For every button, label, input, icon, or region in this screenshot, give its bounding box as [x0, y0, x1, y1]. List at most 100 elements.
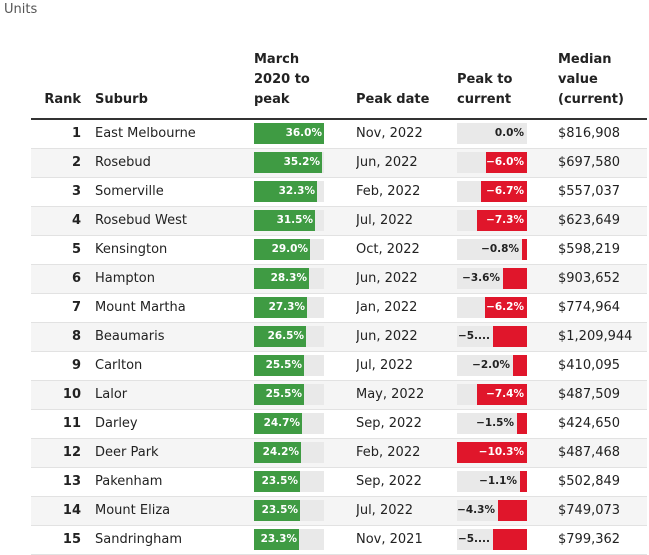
table-row: 5 Kensington 29.0% Oct, 2022 −0.8% $598,219 [31, 235, 647, 264]
peak-date-cell: Oct, 2022 [356, 242, 420, 257]
median-cell: $410,095 [558, 358, 621, 373]
change-bar [481, 181, 527, 202]
peak-date-cell: Jun, 2022 [356, 271, 418, 286]
change-bar-track: −7.4% [457, 384, 527, 405]
peak-date-cell: Sep, 2022 [356, 474, 422, 489]
rise-bar-label: 29.0% [271, 243, 308, 255]
header-median: Median value (current) [558, 50, 647, 119]
rise-bar-label: 24.2% [262, 446, 299, 458]
change-cell: −4.3% [457, 496, 558, 525]
header-change-label: Peak to current [457, 72, 513, 107]
rise-bar [254, 326, 306, 347]
change-bar-label: −5.... [457, 330, 490, 342]
rise-bar [254, 384, 304, 405]
rise-bar-track: 25.5% [254, 384, 324, 405]
rise-cell: 31.5% [254, 206, 356, 235]
rise-bar [254, 210, 315, 231]
rise-bar-label: 24.7% [263, 417, 300, 429]
change-bar-track: −2.0% [457, 355, 527, 376]
rise-bar [254, 297, 307, 318]
median-cell: $557,037 [558, 184, 621, 199]
peak-date-cell: Sep, 2022 [356, 416, 422, 431]
change-bar-track: −5.... [457, 529, 527, 550]
rise-bar [254, 268, 309, 289]
rise-cell: 23.5% [254, 467, 356, 496]
median-cell: $816,908 [558, 126, 621, 142]
change-bar-track: −1.5% [457, 413, 527, 434]
median-cell: $502,849 [558, 474, 621, 489]
table-row: 1 East Melbourne 36.0% Nov, 2022 0.0% $816,90… [31, 119, 647, 148]
table-row: 6 Hampton 28.3% Jun, 2022 −3.6% $903,652 [31, 264, 647, 293]
median-cell: $903,652 [558, 271, 621, 286]
rise-bar-label: 23.5% [261, 475, 298, 487]
suburb-cell: Mount Eliza [95, 503, 171, 518]
change-bar-track: 0.0% [457, 123, 527, 145]
rise-cell: 35.2% [254, 148, 356, 177]
rise-bar [254, 413, 302, 434]
rise-bar-track: 29.0% [254, 239, 324, 260]
header-rise: March 2020 to peak [254, 50, 356, 119]
change-bar-label: −1.1% [479, 475, 517, 487]
change-bar-track: −7.3% [457, 210, 527, 231]
change-cell: −5.... [457, 322, 558, 351]
rank-cell: 2 [71, 155, 81, 170]
change-cell: −10.3% [457, 438, 558, 467]
rank-cell: 8 [71, 329, 81, 344]
header-change: Peak to current [457, 50, 558, 119]
change-cell: 0.0% [457, 119, 558, 148]
change-cell: −6.0% [457, 148, 558, 177]
rise-bar-track: 28.3% [254, 268, 324, 289]
change-bar-label: −5.... [457, 533, 490, 545]
rise-bar-track: 31.5% [254, 210, 324, 231]
rise-bar-label: 23.3% [260, 533, 297, 545]
change-cell: −1.5% [457, 409, 558, 438]
table-row: 7 Mount Martha 27.3% Jan, 2022 −6.2% $774,964 [31, 293, 647, 322]
change-bar-track: −6.7% [457, 181, 527, 202]
rise-cell: 27.3% [254, 293, 356, 322]
rise-bar [254, 123, 324, 145]
suburb-cell: Hampton [95, 271, 155, 286]
change-bar [520, 471, 527, 492]
change-cell: −1.1% [457, 467, 558, 496]
median-cell: $623,649 [558, 213, 621, 228]
rise-bar-track: 35.2% [254, 152, 324, 173]
change-bar-track: −4.3% [457, 500, 527, 521]
table-row: 3 Somerville 32.3% Feb, 2022 −6.7% $557,037 [31, 177, 647, 206]
change-cell: −7.3% [457, 206, 558, 235]
change-bar [498, 500, 527, 521]
peak-date-cell: Nov, 2022 [356, 126, 423, 142]
suburb-cell: Rosebud West [95, 213, 188, 228]
rise-bar-track: 27.3% [254, 297, 324, 318]
peak-date-cell: Jul, 2022 [356, 358, 414, 373]
suburb-cell: Darley [95, 416, 138, 431]
change-bar [477, 210, 527, 231]
change-bar [486, 152, 527, 173]
suburb-cell: Rosebud [95, 155, 151, 170]
rise-bar-track: 23.5% [254, 471, 324, 492]
peak-date-cell: Nov, 2021 [356, 532, 423, 547]
suburb-cell: Mount Martha [95, 300, 186, 315]
change-bar-label: −2.0% [472, 359, 510, 371]
change-bar-track: −0.8% [457, 239, 527, 260]
change-bar-label: −10.3% [478, 446, 524, 458]
table-row: 13 Pakenham 23.5% Sep, 2022 −1.1% $502,849 [31, 467, 647, 496]
rise-bar-label: 28.3% [270, 272, 307, 284]
rise-cell: 25.5% [254, 380, 356, 409]
header-rise-label: March 2020 to peak [254, 52, 310, 107]
change-bar-track: −10.3% [457, 442, 527, 463]
change-bar-track: −6.0% [457, 152, 527, 173]
rise-bar [254, 529, 299, 550]
change-bar [522, 239, 527, 260]
change-bar-label: −6.2% [486, 301, 524, 313]
rise-bar [254, 471, 300, 492]
rise-bar-track: 24.2% [254, 442, 324, 463]
suburb-cell: Somerville [95, 184, 164, 199]
median-cell: $774,964 [558, 300, 621, 315]
median-cell: $1,209,944 [558, 329, 633, 344]
change-cell: −3.6% [457, 264, 558, 293]
rank-cell: 14 [62, 503, 81, 518]
peak-date-cell: Jun, 2022 [356, 329, 418, 344]
median-cell: $749,073 [558, 503, 621, 518]
suburb-cell: East Melbourne [95, 126, 196, 142]
table-row: 11 Darley 24.7% Sep, 2022 −1.5% $424,650 [31, 409, 647, 438]
